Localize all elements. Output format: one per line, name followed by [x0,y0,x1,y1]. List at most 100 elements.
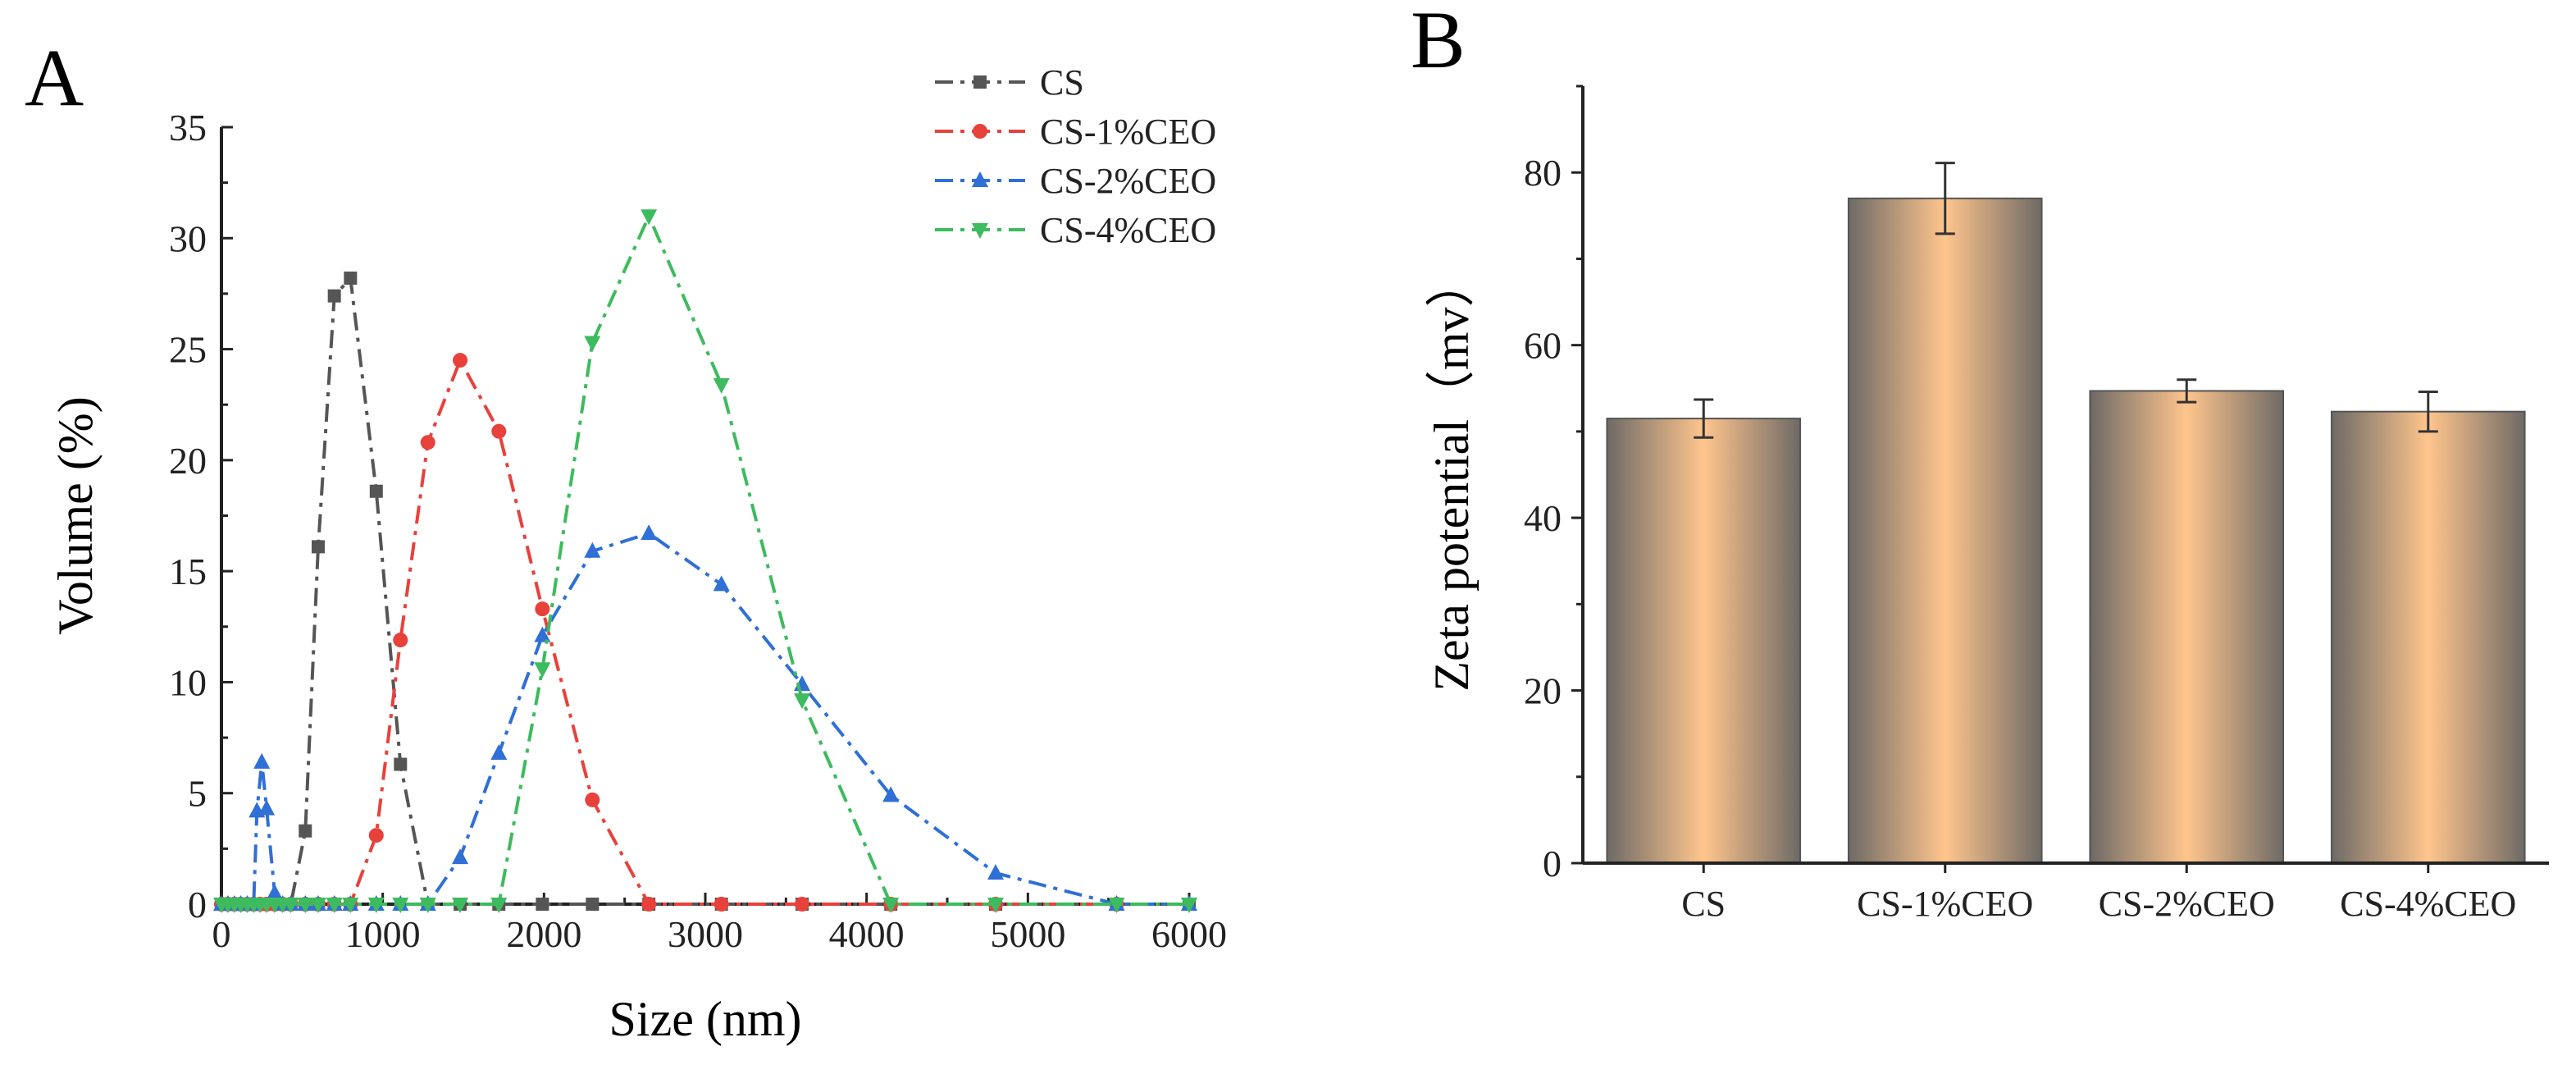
chart-b-x-tick-label: CS-2%CEO [2099,884,2275,924]
data-point [584,542,601,558]
data-point [491,423,507,439]
series-line [221,356,1117,906]
legend-label: CS-4%CEO [1040,210,1216,250]
data-point [344,271,358,285]
chart-a-y-tick-label: 15 [169,551,207,592]
data-point [972,223,988,239]
chart-a-legend: CS CS-1%CEO CS-2%CEO CS-4%CEO [935,62,1216,250]
chart-b-x-tick-label: CS-4%CEO [2340,884,2516,924]
data-point [310,898,326,913]
data-point [973,75,987,89]
data-point [490,744,508,761]
chart-a-x-tick-label: 1000 [345,913,421,955]
data-point [1108,898,1125,913]
data-point [987,864,1004,880]
data-point [882,898,900,913]
data-point [641,209,658,226]
legend-label: CS-2%CEO [1040,161,1216,201]
chart-a-y-tick-label: 25 [169,329,207,371]
chart-a-y-axis-title: Volume (%) [48,396,103,635]
series-line [221,212,1189,906]
data-point [795,897,809,912]
data-point [713,377,730,394]
data-point [586,898,600,911]
chart-a-y-tick-label: 30 [169,217,207,259]
data-point [420,435,435,450]
data-point [535,601,550,617]
series-cs-2-ceo [213,524,1197,911]
data-point [258,799,276,816]
chart-b-x-tick-label: CS-1%CEO [1857,884,2033,924]
data-point [327,289,341,303]
data-point [490,898,508,913]
chart-a-axes: 0 1000 2000 3000 4000 5000 6000 0 5 10 15 20 25 30 35 [169,107,1227,955]
panel-b-label: B [1411,0,1466,85]
data-point [297,898,314,913]
chart-b-y-tick-label: 20 [1524,670,1562,712]
data-point [369,484,383,498]
bar-cs-1-ceo [1847,197,2043,865]
data-point [367,898,385,913]
legend-label: CS-1%CEO [1040,112,1216,152]
data-point [973,124,987,139]
data-point [452,848,469,865]
chart-b-y-tick-label: 60 [1524,325,1562,367]
data-point [266,884,283,900]
chart-a-y-tick-label: 35 [169,107,207,149]
data-point [641,897,657,912]
chart-b-bars [1606,162,2526,865]
series-cs-1-ceo [214,353,1124,912]
data-point [794,693,810,710]
data-point [326,898,343,913]
data-point [452,898,469,913]
data-point [534,662,551,679]
chart-b-y-tick-label: 0 [1543,843,1562,884]
data-point [282,898,299,913]
bar-cs-4-ceo [2330,410,2526,864]
data-point [536,898,549,911]
data-point [1181,898,1197,913]
chart-a-x-tick-label: 5000 [990,913,1065,955]
chart-b-axes: CS CS-1%CEO CS-2%CEO CS-4%CEO 0 20 40 60 80 [1524,85,2549,924]
chart-a-x-axis-title: Size (nm) [609,992,802,1046]
chart-a-series [213,209,1197,913]
data-point [882,786,900,802]
data-point [312,540,325,554]
chart-a-x-tick-label: 6000 [1151,913,1227,955]
data-point [987,898,1004,913]
panel-a-label: A [25,32,84,123]
data-point [419,898,436,913]
data-point [253,752,271,769]
data-point [714,897,729,912]
bar-cs-2-ceo [2089,390,2285,864]
data-point [392,898,409,913]
series-line [221,531,1189,906]
data-point [713,575,730,592]
data-point [342,898,359,913]
chart-a-x-tick-label: 3000 [668,913,743,955]
chart-a-y-tick-label: 5 [188,773,207,815]
legend-label: CS [1040,62,1084,103]
series-cs [215,271,1196,911]
zeta-potential-chart: CS CS-1%CEO CS-2%CEO CS-4%CEO 0 20 40 60 80 Zeta… [1425,85,2549,924]
chart-a-x-tick-label: 0 [212,913,231,955]
data-point [972,171,988,187]
data-point [584,336,601,352]
data-point [641,524,658,541]
chart-b-y-tick-label: 40 [1524,497,1562,539]
chart-b-x-tick-label: CS [1681,884,1726,924]
size-distribution-chart: 0 1000 2000 3000 4000 5000 600005101520253035 … [48,62,1227,1046]
data-point [368,828,384,843]
data-point [394,757,408,771]
data-point [453,353,468,368]
data-point [534,626,551,642]
data-point [299,824,312,838]
chart-a-y-tick-label: 20 [169,440,207,482]
chart-a-y-tick-label: 0 [188,884,207,925]
series-cs-4-ceo [213,209,1197,913]
chart-a-x-tick-label: 4000 [829,913,905,955]
data-point [393,633,408,648]
chart-b-y-tick-label: 80 [1524,152,1562,194]
chart-a-y-tick-label: 10 [169,661,207,703]
